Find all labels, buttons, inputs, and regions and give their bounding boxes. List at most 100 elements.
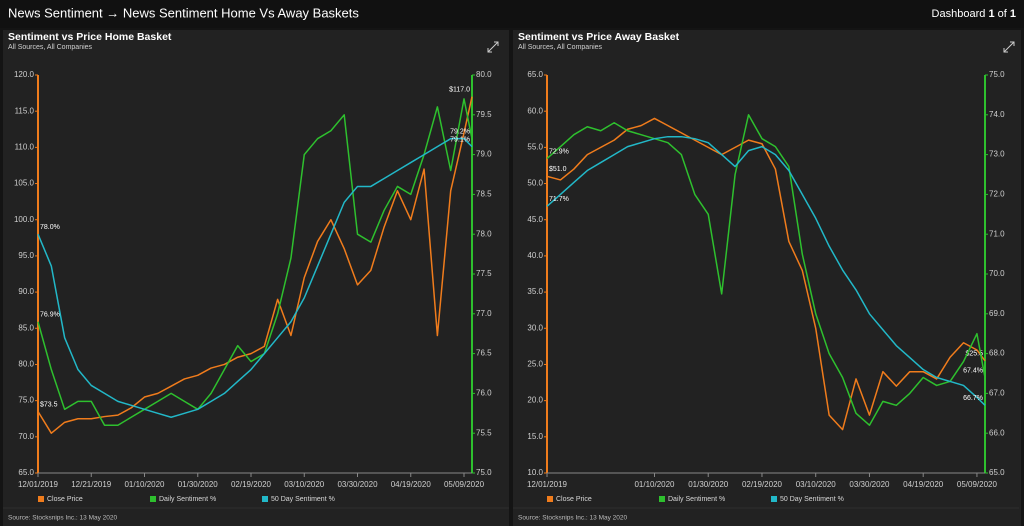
y2-tick-label: 77.0 — [476, 309, 492, 318]
value-label: 66.7% — [963, 395, 983, 402]
value-label: $117.0 — [449, 87, 470, 94]
y-tick-label: 10.0 — [527, 468, 543, 477]
pager-word: Dashboard — [932, 8, 986, 20]
legend-swatch — [38, 496, 44, 502]
x-tick-label: 12/21/2019 — [71, 480, 112, 489]
panel-subtitle: All Sources, All Companies — [8, 44, 93, 51]
x-tick-label: 01/30/2020 — [178, 480, 219, 489]
x-tick-label: 02/19/2020 — [231, 480, 272, 489]
y-tick-label: 110.0 — [15, 142, 35, 151]
x-tick-label: 05/09/2020 — [957, 480, 998, 489]
y-tick-label: 65.0 — [527, 70, 543, 79]
value-label: $73.5 — [40, 401, 58, 408]
y2-tick-label: 78.5 — [476, 190, 492, 199]
y2-tick-label: 80.0 — [476, 70, 492, 79]
y2-tick-label: 73.0 — [989, 150, 1005, 159]
x-tick-label: 03/10/2020 — [284, 480, 325, 489]
header-bar — [0, 0, 1024, 28]
pager-total: 1 — [1010, 8, 1016, 20]
y-tick-label: 115.0 — [15, 106, 35, 115]
value-label: 76.9% — [40, 312, 60, 319]
y-tick-label: 120.0 — [14, 70, 35, 79]
y-tick-label: 40.0 — [527, 251, 543, 260]
y-tick-label: 60.0 — [527, 106, 543, 115]
y-tick-label: 70.0 — [18, 432, 34, 441]
legend-label: Daily Sentiment % — [159, 496, 216, 503]
y-tick-label: 50.0 — [527, 179, 543, 188]
y-tick-label: 35.0 — [527, 287, 543, 296]
legend-swatch — [547, 496, 553, 502]
pager-page: 1 — [988, 8, 994, 20]
y2-tick-label: 72.0 — [989, 190, 1005, 199]
y2-tick-label: 75.0 — [989, 70, 1005, 79]
y2-tick-label: 77.5 — [476, 269, 492, 278]
value-label: 79.2% — [450, 129, 470, 136]
y2-tick-label: 79.5 — [476, 110, 492, 119]
legend-label: Daily Sentiment % — [668, 496, 725, 503]
expand-icon[interactable] — [1003, 41, 1015, 53]
panel — [513, 30, 1021, 526]
y-tick-label: 100.0 — [14, 215, 35, 224]
y-tick-label: 95.0 — [18, 251, 34, 260]
x-tick-label: 04/19/2020 — [391, 480, 432, 489]
legend-label: 50 Day Sentiment % — [780, 496, 844, 503]
y-tick-label: 45.0 — [527, 215, 543, 224]
y-tick-label: 80.0 — [18, 360, 34, 369]
expand-icon[interactable] — [487, 41, 499, 53]
x-tick-label: 01/30/2020 — [688, 480, 729, 489]
legend-label: Close Price — [47, 496, 83, 503]
x-tick-label: 12/01/2019 — [18, 480, 59, 489]
y-tick-label: 20.0 — [527, 396, 543, 405]
y-tick-label: 105.0 — [14, 179, 35, 188]
y-tick-label: 55.0 — [527, 142, 543, 151]
series-line — [546, 135, 986, 406]
x-tick-label: 01/10/2020 — [124, 480, 165, 489]
value-label: 79.1% — [450, 136, 470, 143]
legend-swatch — [659, 496, 665, 502]
y2-tick-label: 75.5 — [476, 428, 492, 437]
value-label: 71.7% — [549, 196, 569, 203]
y2-tick-label: 74.0 — [989, 110, 1005, 119]
y2-tick-label: 71.0 — [989, 229, 1005, 238]
x-tick-label: 12/01/2019 — [527, 480, 568, 489]
x-tick-label: 03/10/2020 — [796, 480, 837, 489]
pager-of: of — [998, 8, 1008, 20]
x-tick-label: 01/10/2020 — [634, 480, 675, 489]
panel-subtitle: All Sources, All Companies — [518, 44, 603, 51]
panel — [3, 30, 509, 526]
value-label: $25.5 — [965, 351, 983, 358]
source-note: Source: Stocksnips Inc.: 13 May 2020 — [518, 515, 627, 522]
legend-swatch — [150, 496, 156, 502]
x-tick-label: 04/19/2020 — [903, 480, 944, 489]
series-line — [37, 98, 473, 426]
y2-tick-label: 69.0 — [989, 309, 1005, 318]
x-tick-label: 03/30/2020 — [849, 480, 890, 489]
y-tick-label: 85.0 — [18, 323, 34, 332]
legend-label: 50 Day Sentiment % — [271, 496, 335, 503]
value-label: 78.0% — [40, 224, 60, 231]
legend-label: Close Price — [556, 496, 592, 503]
value-label: 72.9% — [549, 148, 569, 155]
x-tick-label: 02/19/2020 — [742, 480, 783, 489]
y-tick-label: 90.0 — [18, 287, 34, 296]
x-tick-label: 03/30/2020 — [337, 480, 378, 489]
value-label: 67.4% — [963, 367, 983, 374]
value-label: $51.0 — [549, 166, 567, 173]
y2-tick-label: 79.0 — [476, 150, 492, 159]
x-tick-label: 05/09/2020 — [444, 480, 485, 489]
series-line — [37, 96, 473, 434]
series-line — [37, 137, 473, 419]
series-line — [546, 117, 986, 431]
y-tick-label: 15.0 — [527, 432, 543, 441]
y2-tick-label: 78.0 — [476, 229, 492, 238]
source-note: Source: Stocksnips Inc.: 13 May 2020 — [8, 515, 117, 522]
y-tick-label: 75.0 — [18, 396, 34, 405]
legend-swatch — [771, 496, 777, 502]
y2-tick-label: 76.5 — [476, 349, 492, 358]
y-tick-label: 30.0 — [527, 323, 543, 332]
y2-tick-label: 70.0 — [989, 269, 1005, 278]
y-tick-label: 65.0 — [18, 468, 34, 477]
y2-tick-label: 65.0 — [989, 468, 1005, 477]
page-title: News Sentiment → News Sentiment Home Vs … — [8, 5, 359, 20]
